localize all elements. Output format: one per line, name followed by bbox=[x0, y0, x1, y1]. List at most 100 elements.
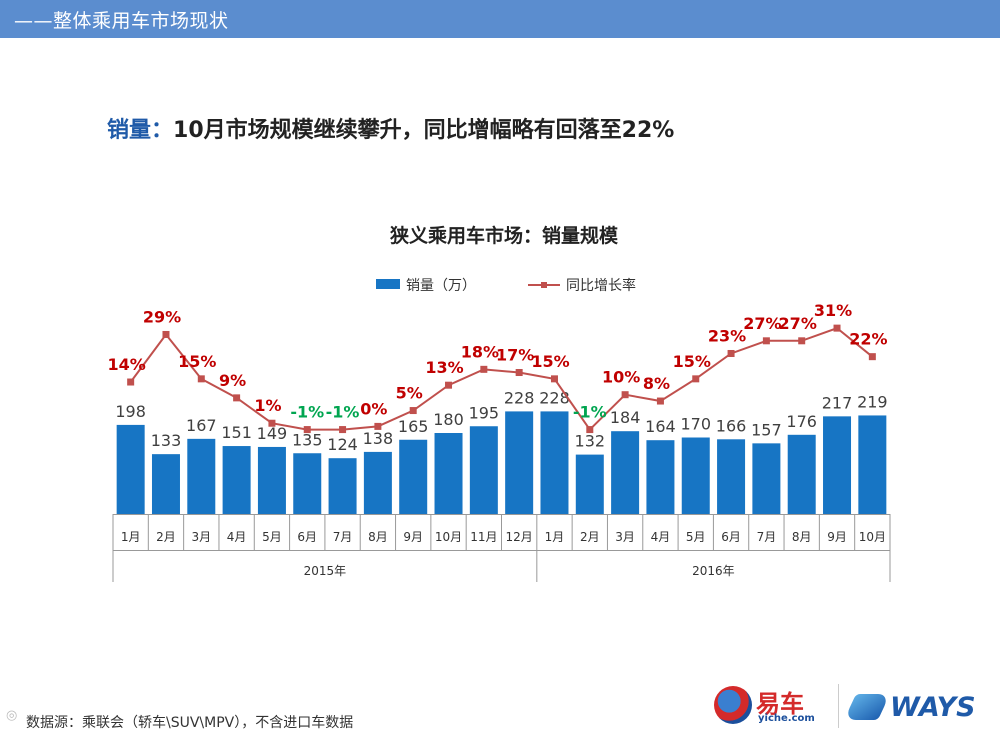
growth-rate-label-16: 15% bbox=[673, 352, 711, 371]
x-tick-label-8: 9月 bbox=[403, 530, 423, 544]
growth-rate-marker-3 bbox=[233, 394, 241, 402]
growth-rate-label-15: 8% bbox=[643, 374, 670, 393]
x-tick-label-14: 3月 bbox=[615, 530, 635, 544]
year-label-1: 2016年 bbox=[692, 564, 735, 578]
bar-value-label-21: 219 bbox=[857, 392, 888, 411]
growth-rate-label-20: 31% bbox=[814, 301, 852, 320]
growth-rate-marker-1 bbox=[162, 330, 170, 338]
bar-value-label-12: 228 bbox=[539, 388, 570, 407]
bar-21 bbox=[858, 415, 887, 514]
growth-rate-label-10: 18% bbox=[461, 342, 499, 361]
growth-rate-label-12: 15% bbox=[531, 352, 569, 371]
growth-rate-label-11: 17% bbox=[496, 346, 534, 365]
growth-rate-marker-21 bbox=[868, 353, 876, 361]
ways-wing-icon bbox=[843, 694, 891, 720]
chart-title: 狭义乘用车市场：销量规模 bbox=[389, 224, 619, 247]
bar-15 bbox=[646, 440, 675, 514]
header-bar: ——整体乘用车市场现状 bbox=[0, 0, 1000, 38]
x-tick-label-18: 7月 bbox=[757, 530, 777, 544]
bar-1 bbox=[151, 454, 180, 514]
growth-rate-label-17: 23% bbox=[708, 326, 746, 345]
growth-rate-label-21: 22% bbox=[849, 330, 887, 349]
growth-rate-label-5: -1% bbox=[290, 403, 324, 422]
growth-rate-marker-15 bbox=[656, 397, 664, 405]
bar-value-label-3: 151 bbox=[221, 423, 252, 442]
bar-9 bbox=[434, 433, 463, 514]
headline-text: 10月市场规模继续攀升，同比增幅略有回落至22% bbox=[173, 118, 675, 143]
growth-rate-label-3: 9% bbox=[219, 371, 246, 390]
bar-value-label-13: 132 bbox=[575, 432, 606, 451]
logo-divider bbox=[838, 684, 839, 728]
growth-rate-label-13: -1% bbox=[573, 403, 607, 422]
footer-note: 数据源：乘联会（轿车\SUV\MPV），不含进口车数据 bbox=[26, 715, 354, 731]
bar-value-label-5: 135 bbox=[292, 430, 323, 449]
growth-rate-marker-6 bbox=[339, 426, 347, 434]
bar-10 bbox=[469, 426, 498, 514]
section-title: ——整体乘用车市场现状 bbox=[14, 10, 229, 32]
bar-12 bbox=[540, 411, 569, 514]
bar-value-label-4: 149 bbox=[257, 424, 288, 443]
yiche-logo-icon bbox=[714, 686, 752, 724]
bar-2 bbox=[187, 438, 216, 514]
ways-logo-name: WAYS bbox=[890, 692, 976, 723]
bar-value-label-2: 167 bbox=[186, 416, 217, 435]
x-tick-label-6: 7月 bbox=[333, 530, 353, 544]
bar-value-label-20: 217 bbox=[822, 393, 853, 412]
growth-rate-marker-12 bbox=[550, 375, 558, 383]
bar-5 bbox=[293, 453, 322, 514]
growth-rate-label-0: 14% bbox=[108, 355, 146, 374]
legend-line-marker bbox=[541, 282, 547, 288]
growth-rate-marker-4 bbox=[268, 419, 276, 427]
legend-line-label: 同比增长率 bbox=[566, 277, 636, 294]
bar-value-label-1: 133 bbox=[151, 431, 182, 450]
bar-19 bbox=[787, 434, 816, 514]
growth-rate-label-7: 0% bbox=[360, 399, 387, 418]
x-tick-label-9: 10月 bbox=[435, 530, 462, 544]
growth-rate-label-4: 1% bbox=[254, 396, 281, 415]
growth-rate-label-14: 10% bbox=[602, 368, 640, 387]
growth-rate-marker-20 bbox=[833, 324, 841, 332]
x-tick-label-13: 2月 bbox=[580, 530, 600, 544]
x-tick-label-11: 12月 bbox=[506, 530, 533, 544]
growth-rate-marker-19 bbox=[798, 337, 806, 345]
growth-rate-line bbox=[129, 326, 873, 432]
bar-value-label-0: 198 bbox=[115, 402, 146, 421]
growth-rate-marker-13 bbox=[586, 426, 594, 434]
growth-rate-label-9: 13% bbox=[425, 358, 463, 377]
bar-11 bbox=[505, 411, 534, 514]
bar-value-label-11: 228 bbox=[504, 388, 535, 407]
x-tick-label-5: 6月 bbox=[297, 530, 317, 544]
bar-3 bbox=[222, 446, 251, 514]
growth-rate-label-1: 29% bbox=[143, 307, 181, 326]
bar-value-label-15: 164 bbox=[645, 417, 676, 436]
bar-value-label-14: 184 bbox=[610, 408, 641, 427]
bar-value-label-9: 180 bbox=[433, 410, 464, 429]
bar-8 bbox=[399, 439, 428, 514]
growth-rate-label-18: 27% bbox=[743, 314, 781, 333]
growth-rate-marker-9 bbox=[445, 381, 453, 389]
growth-rate-marker-0 bbox=[127, 378, 135, 386]
growth-rate-label-8: 5% bbox=[396, 384, 423, 403]
yiche-logo-name: 易车 bbox=[756, 690, 804, 718]
year-label-0: 2015年 bbox=[304, 564, 347, 578]
x-tick-label-15: 4月 bbox=[651, 530, 671, 544]
x-tick-label-3: 4月 bbox=[227, 530, 247, 544]
growth-rate-label-19: 27% bbox=[779, 314, 817, 333]
x-tick-label-1: 2月 bbox=[156, 530, 176, 544]
bar-value-label-8: 165 bbox=[398, 417, 429, 436]
bar-0 bbox=[116, 424, 145, 514]
growth-rate-label-6: -1% bbox=[326, 403, 360, 422]
x-tick-label-10: 11月 bbox=[470, 530, 497, 544]
bar-16 bbox=[681, 437, 710, 514]
growth-rate-marker-11 bbox=[515, 369, 523, 377]
bar-18 bbox=[752, 443, 781, 514]
bar-value-label-19: 176 bbox=[786, 412, 817, 431]
x-tick-label-20: 9月 bbox=[827, 530, 847, 544]
bar-13 bbox=[575, 454, 604, 514]
bar-7 bbox=[363, 451, 392, 514]
growth-rate-label-2: 15% bbox=[178, 352, 216, 371]
bar-value-label-17: 166 bbox=[716, 416, 747, 435]
growth-rate-marker-2 bbox=[197, 375, 205, 383]
yiche-logo: 易车 yiche.com bbox=[714, 680, 834, 730]
